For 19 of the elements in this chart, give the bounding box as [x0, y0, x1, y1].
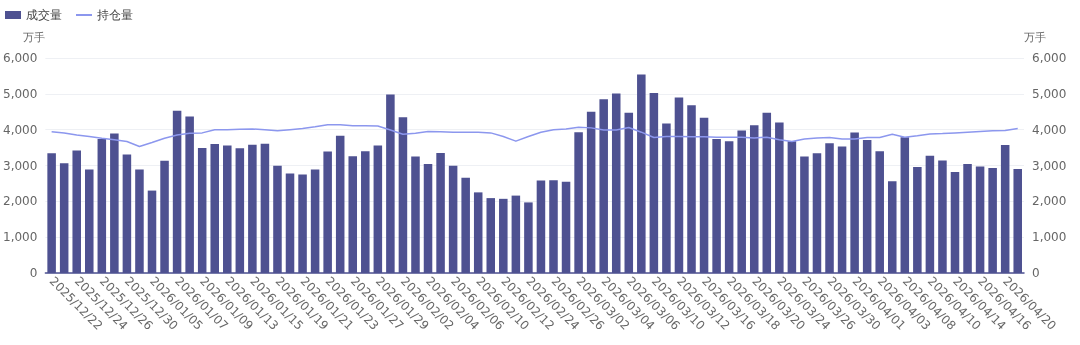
y2-tick-label: 4,000: [1032, 122, 1067, 137]
y-tick-label: 3,000: [2, 158, 38, 173]
y2-tick-label: 0: [1032, 266, 1040, 280]
y2-tick-label: 2,000: [1032, 194, 1067, 209]
y2-tick-label: 5,000: [1032, 86, 1067, 101]
y-tick-label: 5,000: [2, 86, 38, 101]
legend-label: 成交量: [26, 8, 62, 22]
y2-tick-label: 3,000: [1032, 158, 1067, 173]
y-axis-title: 万手: [23, 31, 46, 44]
y2-tick-label: 6,000: [1032, 51, 1067, 65]
y-tick-label: 0: [29, 266, 38, 280]
y-tick-label: 4,000: [2, 122, 38, 137]
y-tick-label: 2,000: [2, 194, 38, 209]
y2-tick-label: 1,000: [1032, 230, 1067, 245]
legend-label: 持仓量: [97, 8, 133, 22]
y-tick-label: 1,000: [2, 230, 38, 245]
y2-axis-title: 万手: [1024, 31, 1046, 44]
y-tick-label: 6,000: [2, 51, 38, 65]
line-series: [50, 123, 1019, 148]
